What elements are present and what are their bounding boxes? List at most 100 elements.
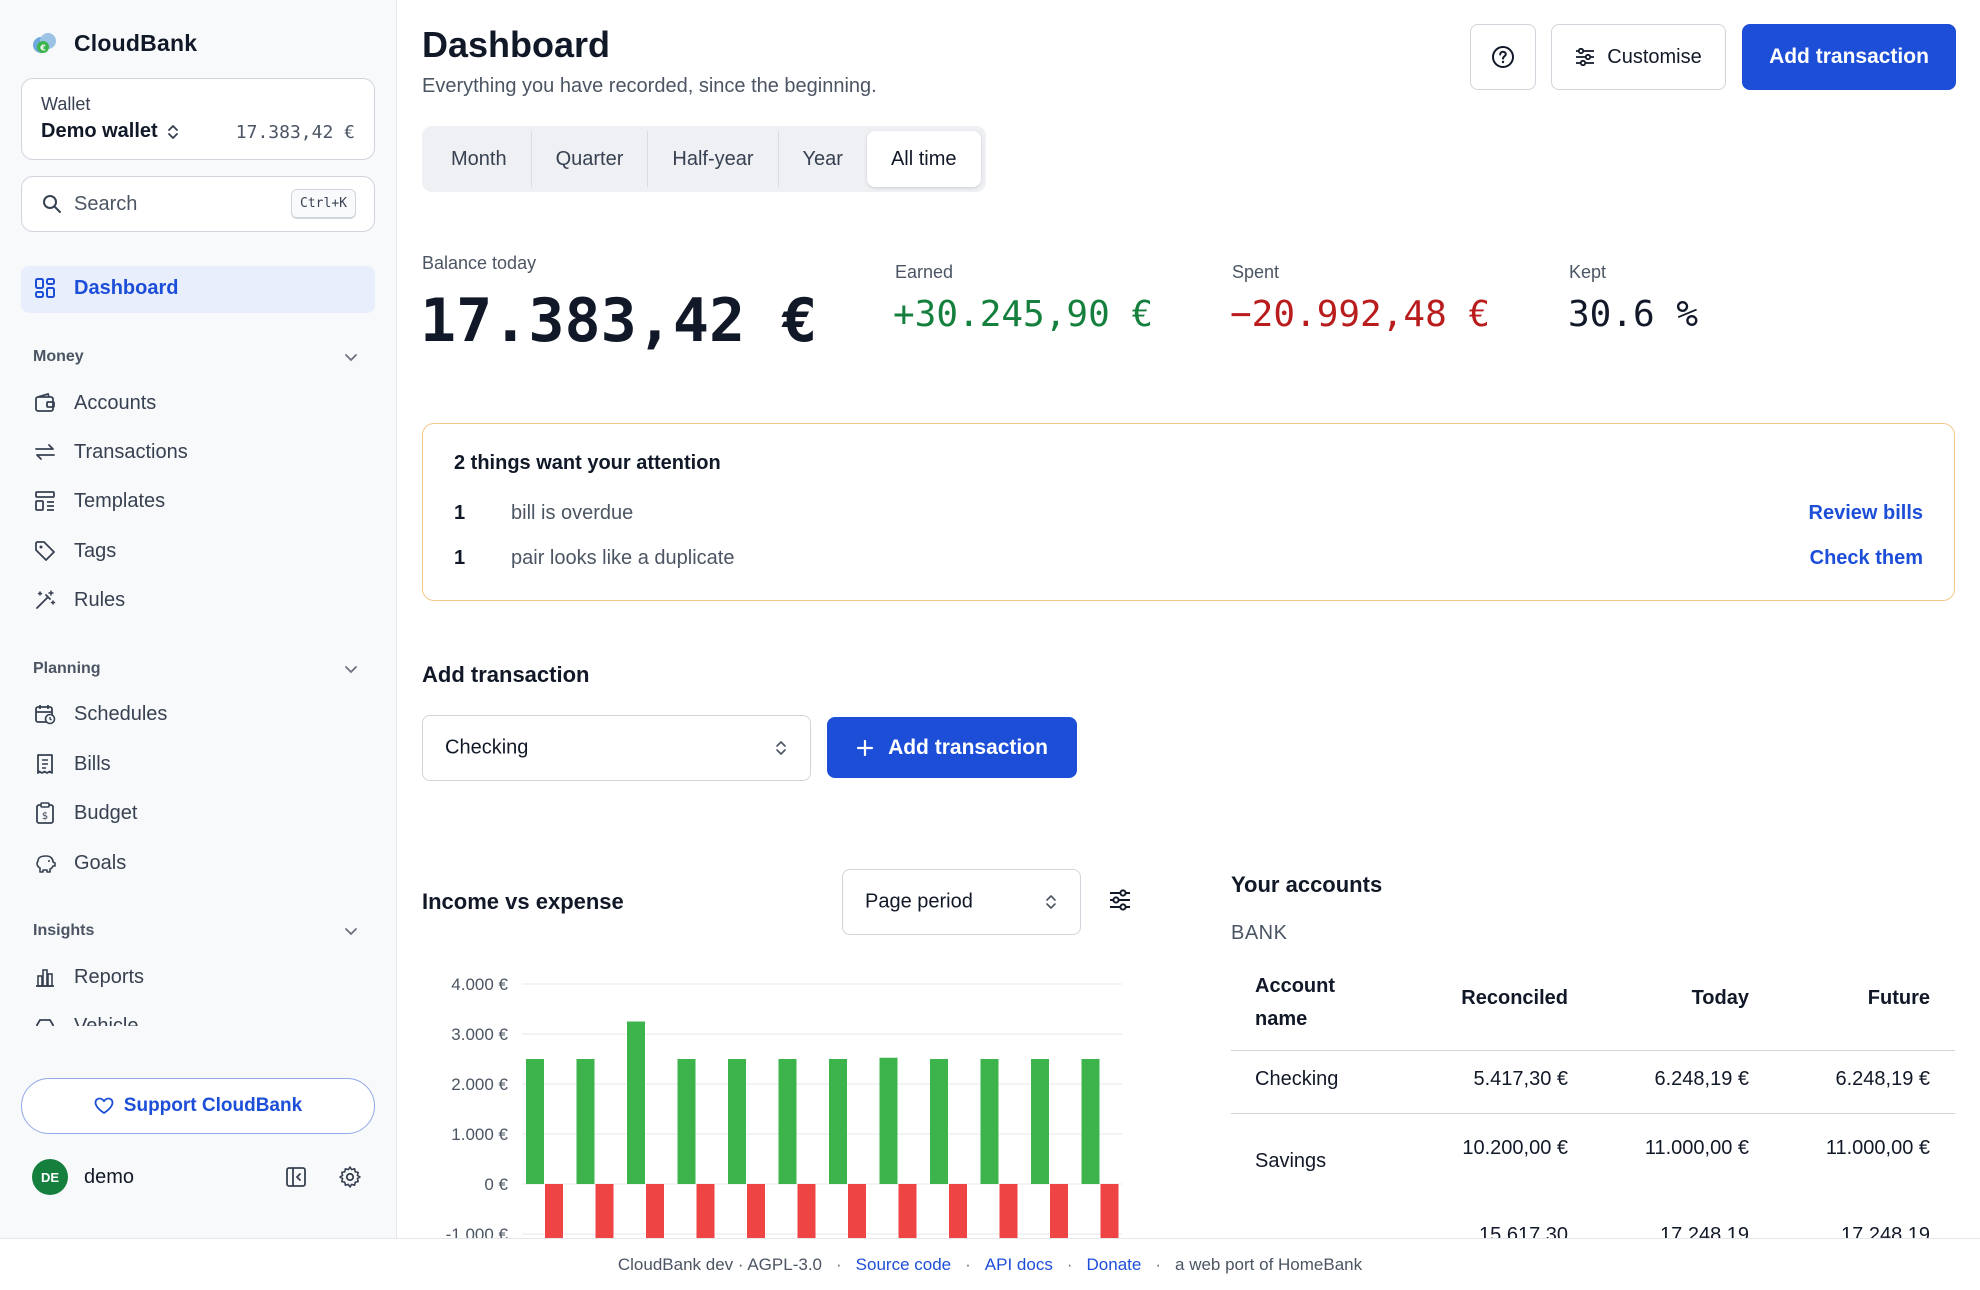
tab-quarter[interactable]: Quarter — [532, 131, 649, 187]
sidebar-item-accounts[interactable]: Accounts — [34, 388, 156, 418]
expense-bar[interactable] — [545, 1184, 563, 1238]
expense-bar[interactable] — [1100, 1184, 1119, 1238]
income-bar[interactable] — [879, 1057, 898, 1184]
today-value: 11.000,00 € — [1644, 1137, 1749, 1159]
expense-bar[interactable] — [595, 1184, 614, 1238]
account-name[interactable]: Savings — [1255, 1150, 1327, 1172]
sidebar: € CloudBank Wallet Demo wallet 17.383,42… — [0, 0, 397, 1238]
source-code-link[interactable]: Source code — [855, 1254, 952, 1274]
chevron-down-icon[interactable] — [344, 350, 358, 364]
income-bar[interactable] — [728, 1059, 746, 1184]
chart-period-select[interactable]: Page period — [842, 869, 1081, 935]
income-bar[interactable] — [627, 1021, 645, 1185]
collapse-sidebar-button[interactable] — [281, 1162, 311, 1192]
chevron-down-icon[interactable] — [344, 924, 358, 938]
page-title: Dashboard — [422, 24, 611, 65]
sidebar-item-schedules[interactable]: Schedules — [34, 699, 167, 729]
sidebar-section-planning[interactable]: Planning — [33, 660, 101, 677]
chevron-down-icon[interactable] — [344, 662, 358, 676]
add-transaction-header-button[interactable]: Add transaction — [1742, 24, 1956, 90]
sidebar-item-transactions[interactable]: Transactions — [34, 437, 188, 467]
search-icon — [43, 195, 61, 213]
sidebar-item-templates[interactable]: Templates — [34, 486, 165, 516]
search-input[interactable]: Search Ctrl+K — [21, 176, 375, 232]
income-bar[interactable] — [778, 1059, 797, 1184]
expense-bar[interactable] — [646, 1184, 664, 1238]
support-label: Support CloudBank — [123, 1095, 303, 1116]
customise-button[interactable]: Customise — [1551, 24, 1726, 90]
sidebar-item-label: Budget — [74, 801, 138, 824]
sidebar-item-label: Accounts — [74, 391, 157, 414]
piggy-bank-icon — [36, 855, 56, 873]
brand[interactable]: € CloudBank — [30, 28, 197, 58]
sidebar-item-tags[interactable]: Tags — [34, 536, 116, 566]
footer: CloudBank dev · AGPL-3.0 · Source code ·… — [0, 1238, 1980, 1290]
balance-label: Balance today — [422, 253, 537, 273]
tab-month[interactable]: Month — [427, 131, 532, 187]
income-bar[interactable] — [930, 1059, 948, 1184]
chevron-up-down-icon — [1046, 895, 1056, 909]
customise-label: Customise — [1607, 45, 1702, 68]
expense-bar[interactable] — [797, 1184, 816, 1238]
chart-settings-button[interactable] — [1108, 889, 1132, 916]
tab-half-year[interactable]: Half-year — [648, 131, 779, 187]
review-bills-link[interactable]: Review bills — [1808, 502, 1924, 524]
expense-bar[interactable] — [848, 1184, 866, 1238]
user-menu[interactable]: DE demo — [32, 1159, 134, 1195]
chart-period-value: Page period — [865, 890, 973, 913]
attention-text: pair looks like a duplicate — [511, 547, 735, 569]
reconciled-value: 5.417,30 € — [1473, 1068, 1568, 1090]
svg-text:$: $ — [42, 811, 48, 822]
account-select[interactable]: Checking — [422, 715, 811, 781]
expense-bar[interactable] — [999, 1184, 1018, 1238]
income-bar[interactable] — [677, 1059, 696, 1184]
expense-bar[interactable] — [898, 1184, 917, 1238]
today-total: 17.248,19 — [1660, 1224, 1749, 1238]
sidebar-item-vehicle[interactable]: Vehicle — [34, 1011, 139, 1026]
expense-bar[interactable] — [949, 1184, 967, 1238]
kept-value: 30.6 % — [1568, 294, 1699, 335]
income-bar[interactable] — [829, 1059, 847, 1184]
tab-all-time[interactable]: All time — [866, 131, 981, 187]
footer-separator: · — [836, 1254, 842, 1274]
income-expense-chart-svg: 4.000 € 3.000 € 2.000 € 1.000 € 0 € -1.000 € — [446, 975, 1122, 1238]
sidebar-item-goals[interactable]: Goals — [34, 848, 126, 878]
income-bar[interactable] — [526, 1059, 544, 1184]
dashboard-grid-icon — [35, 278, 55, 298]
attention-panel: 2 things want your attention 1 bill is o… — [422, 423, 1955, 601]
sidebar-item-dashboard[interactable]: Dashboard — [34, 273, 178, 303]
wallet-name-text: Demo wallet — [41, 120, 158, 142]
help-button[interactable] — [1470, 24, 1536, 90]
sidebar-item-reports[interactable]: Reports — [34, 962, 144, 992]
wallet-name: Demo wallet — [41, 120, 180, 143]
income-bar[interactable] — [980, 1059, 999, 1184]
y-tick-label: 0 € — [484, 1175, 508, 1194]
sidebar-section-insights[interactable]: Insights — [33, 922, 95, 939]
sidebar-item-budget[interactable]: $ Budget — [34, 798, 137, 828]
income-bar[interactable] — [576, 1059, 595, 1184]
donate-link[interactable]: Donate — [1086, 1254, 1142, 1274]
income-bar[interactable] — [1031, 1059, 1049, 1184]
income-expense-title: Income vs expense — [422, 889, 624, 914]
support-button[interactable]: Support CloudBank — [21, 1078, 375, 1134]
expense-bar[interactable] — [696, 1184, 715, 1238]
tab-year[interactable]: Year — [802, 147, 843, 170]
expense-bar[interactable] — [747, 1184, 765, 1238]
wallet-selector[interactable]: Wallet Demo wallet 17.383,42 € — [21, 78, 375, 160]
sidebar-item-label: Templates — [74, 489, 166, 512]
quick-add-button[interactable]: Add transaction — [827, 717, 1077, 778]
sidebar-section-money[interactable]: Money — [33, 348, 84, 365]
receipt-icon — [37, 754, 53, 774]
page-subtitle: Everything you have recorded, since the … — [422, 75, 877, 97]
sidebar-item-rules[interactable]: Rules — [34, 585, 125, 615]
sidebar-collapse-icon — [286, 1167, 306, 1187]
check-duplicates-link[interactable]: Check them — [1809, 547, 1923, 569]
earned-value: +30.245,90 € — [893, 294, 1154, 335]
tag-icon — [35, 541, 55, 561]
account-name[interactable]: Checking — [1255, 1068, 1339, 1090]
api-docs-link[interactable]: API docs — [984, 1254, 1053, 1274]
income-bar[interactable] — [1081, 1059, 1100, 1184]
settings-button[interactable] — [335, 1162, 365, 1192]
expense-bar[interactable] — [1050, 1184, 1068, 1238]
sidebar-item-bills[interactable]: Bills — [34, 749, 111, 779]
